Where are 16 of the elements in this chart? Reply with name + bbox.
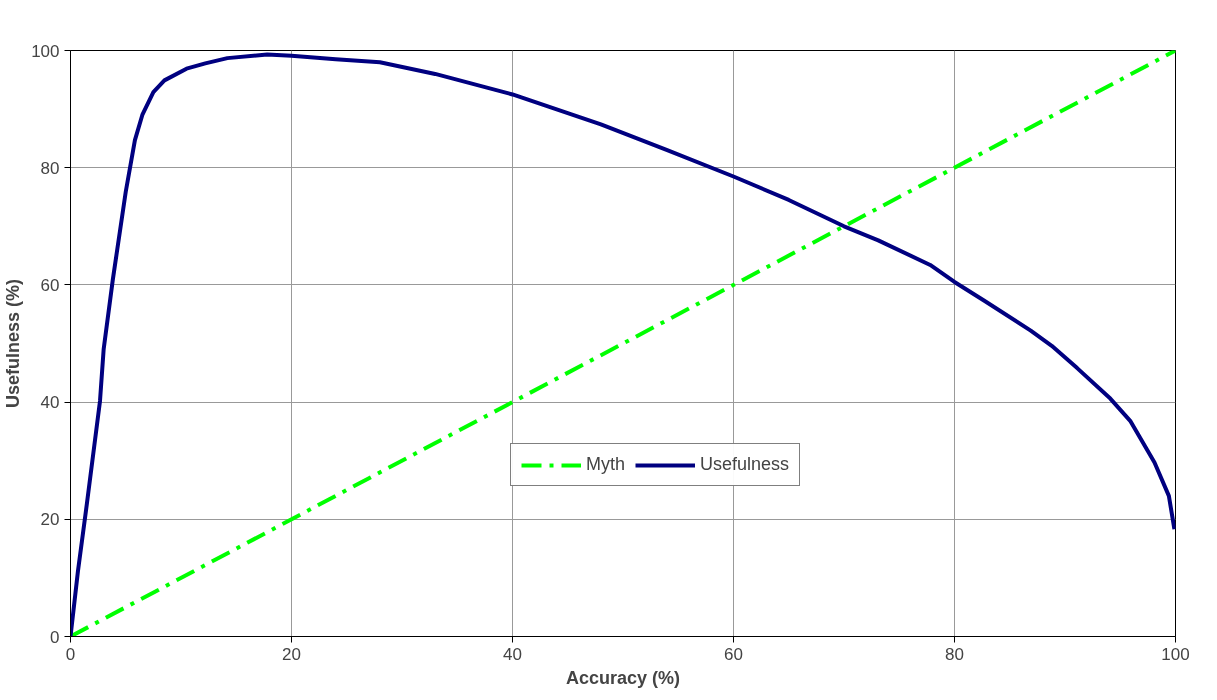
legend-label: Usefulness — [700, 454, 790, 475]
y-tick-label: 100 — [31, 41, 60, 61]
y-axis-title: Usefulness (%) — [3, 278, 24, 409]
x-tick-label: 100 — [1161, 644, 1190, 664]
legend-label: Myth — [586, 454, 626, 475]
x-tick-label: 0 — [65, 644, 76, 664]
y-tick-label: 0 — [50, 627, 60, 647]
y-tick-label: 40 — [40, 393, 60, 413]
x-tick-label: 20 — [282, 644, 301, 664]
y-tick-label: 60 — [40, 275, 60, 295]
x-axis-title: Accuracy (%) — [565, 667, 681, 688]
x-tick-label: 40 — [503, 644, 522, 664]
y-tick-label: 20 — [40, 510, 60, 530]
x-tick-label: 60 — [724, 644, 743, 664]
y-tick-label: 80 — [40, 158, 60, 178]
x-tick-label: 80 — [945, 644, 964, 664]
